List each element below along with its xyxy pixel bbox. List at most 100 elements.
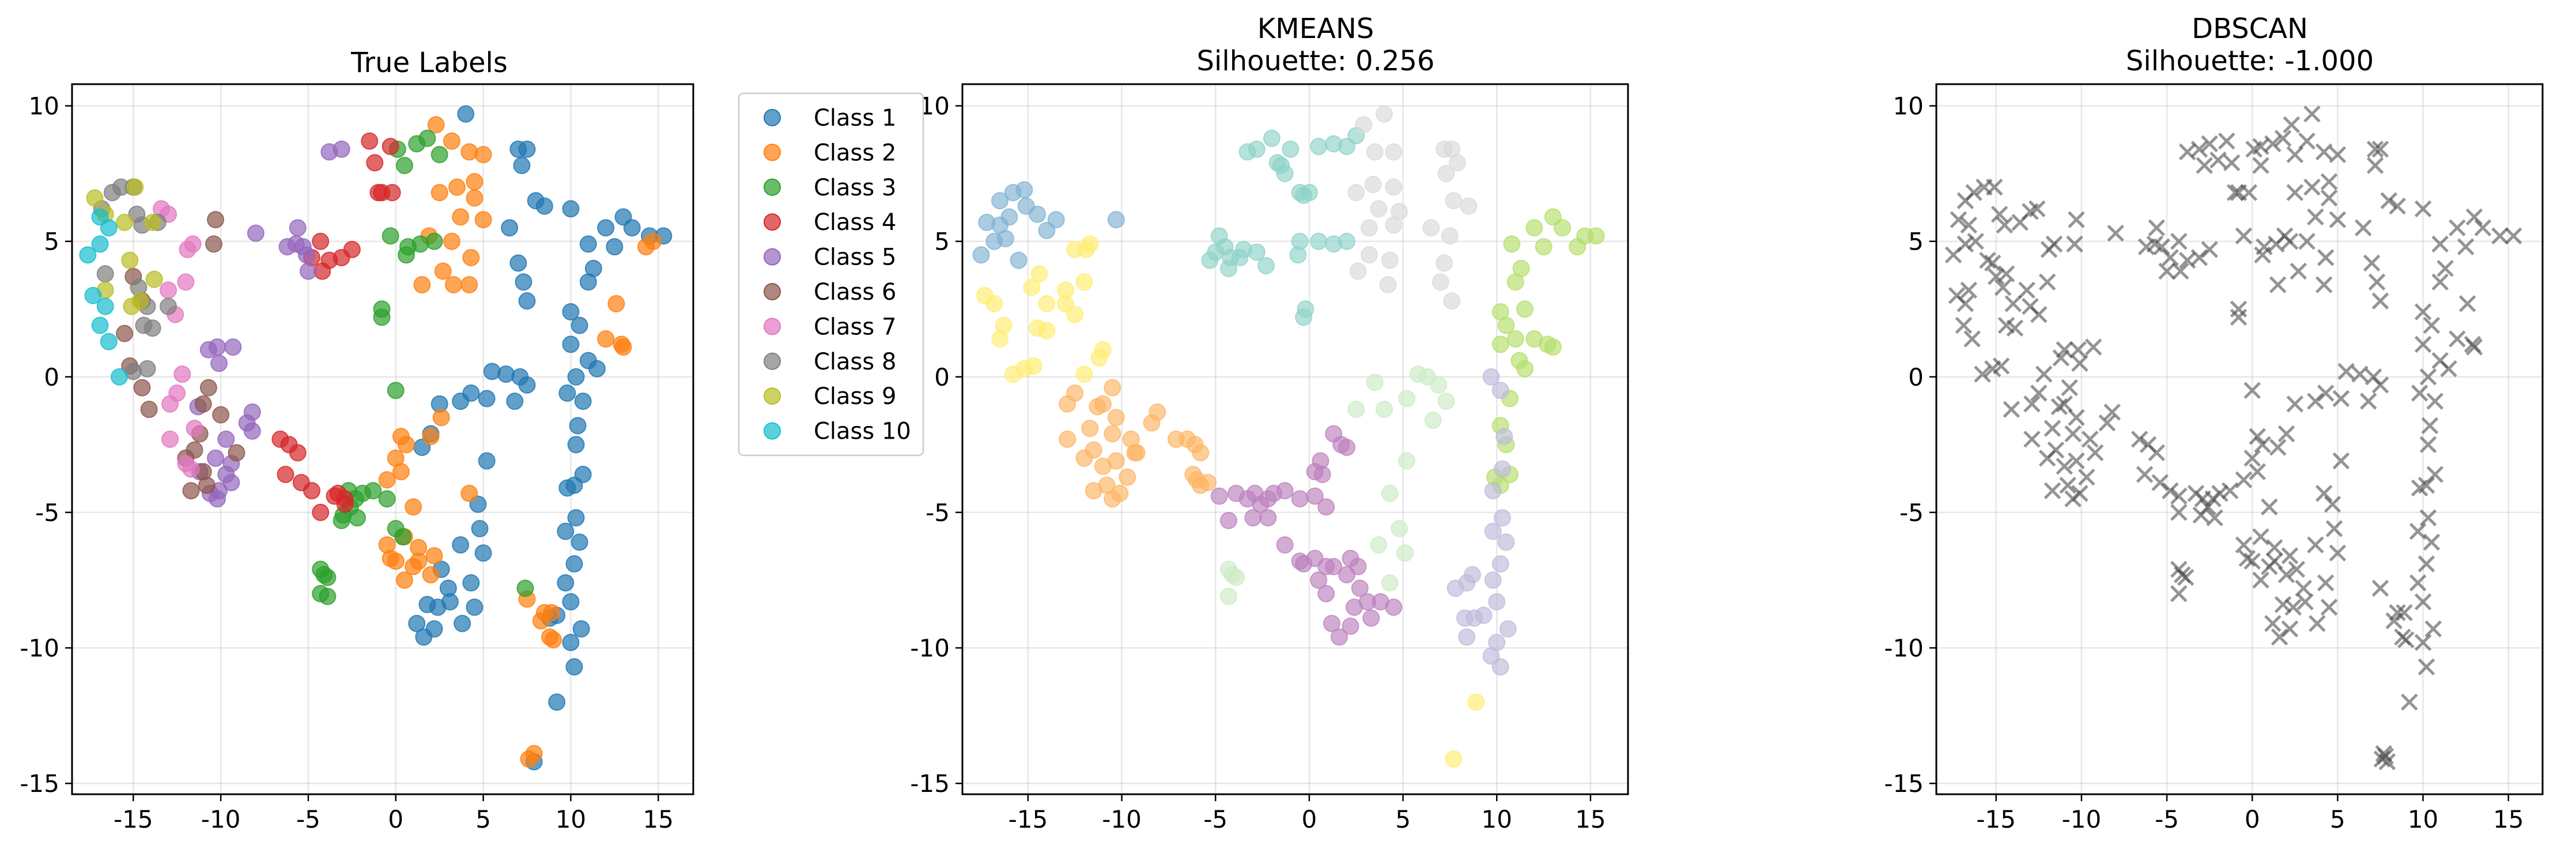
data-point (1094, 395, 1112, 413)
data-point (2414, 200, 2432, 218)
data-point (2107, 224, 2124, 242)
data-point (2192, 506, 2210, 524)
data-point (2457, 238, 2475, 255)
data-point (562, 593, 580, 611)
data-point (2309, 614, 2326, 632)
data-point (2003, 401, 2020, 418)
data-point (2324, 496, 2341, 513)
data-point (2286, 184, 2304, 201)
data-point (474, 544, 492, 562)
data-point (1248, 140, 1266, 158)
x-tick-label: -15 (1009, 805, 1048, 833)
data-point (1491, 335, 1509, 353)
data-point (1104, 490, 1121, 508)
data-point (1491, 382, 1509, 399)
data-point (1494, 509, 1512, 527)
data-point (2426, 393, 2444, 410)
data-point (198, 476, 216, 494)
y-tick-label: 10 (1893, 92, 1924, 120)
legend-marker (764, 283, 781, 300)
data-point (2177, 569, 2194, 586)
data-point (2371, 376, 2389, 394)
data-point (518, 376, 536, 394)
data-point (2264, 135, 2282, 153)
data-point (2254, 246, 2271, 264)
data-point (210, 354, 228, 372)
data-point (2170, 232, 2188, 250)
data-point (2418, 555, 2435, 573)
data-point (392, 463, 410, 481)
data-point (2371, 579, 2389, 597)
x-tick-label: 5 (1395, 805, 1411, 833)
data-point (607, 295, 625, 312)
data-point (2431, 273, 2449, 291)
y-tick-label: 5 (934, 228, 950, 256)
data-point (1220, 259, 1237, 277)
data-point (333, 248, 350, 266)
data-point (212, 406, 230, 424)
data-point (1310, 138, 1328, 156)
data-point (1227, 568, 1245, 586)
y-tick-label: 0 (1908, 363, 1924, 391)
data-point (2201, 241, 2218, 258)
data-point (1351, 579, 1369, 597)
data-point (383, 184, 401, 202)
data-point (1398, 452, 1416, 470)
data-point (2329, 146, 2347, 164)
data-point (2068, 409, 2085, 427)
data-point (138, 360, 156, 378)
data-point (466, 598, 484, 616)
y-tick-label: 5 (1908, 228, 1924, 256)
data-point (91, 316, 109, 334)
data-point (1376, 105, 1393, 123)
series-6 (1059, 379, 1217, 508)
data-point (2038, 450, 2056, 467)
data-point (571, 316, 588, 334)
data-point (2170, 585, 2188, 602)
data-point (1259, 509, 1277, 527)
y-tick-label: -10 (1884, 634, 1924, 662)
data-point (597, 219, 615, 237)
data-point (569, 417, 587, 435)
y-tick-label: 5 (44, 228, 59, 256)
data-point (441, 593, 459, 611)
data-point (430, 146, 448, 164)
data-point (516, 579, 534, 597)
data-point (2458, 295, 2476, 312)
data-point (565, 555, 583, 573)
data-point (2307, 208, 2324, 226)
data-point (205, 235, 222, 253)
data-point (1482, 647, 1500, 665)
data-point (413, 276, 431, 293)
x-tick-label: -10 (1102, 805, 1142, 833)
data-point (1347, 401, 1365, 418)
data-point (86, 189, 104, 207)
x-tick-label: 5 (2330, 805, 2345, 833)
data-point (1482, 368, 1500, 386)
data-point (1128, 444, 1146, 462)
data-point (397, 246, 415, 264)
data-point (1987, 268, 2005, 285)
data-point (194, 395, 212, 413)
data-point (1516, 300, 1534, 318)
data-point (1192, 444, 1210, 462)
data-point (1437, 393, 1455, 410)
data-point (1396, 544, 1414, 562)
data-point (161, 395, 179, 413)
data-point (2317, 574, 2335, 591)
data-point (1361, 246, 1378, 264)
data-point (224, 338, 242, 356)
data-point (1306, 487, 1324, 505)
data-point (2419, 368, 2437, 386)
data-point (543, 603, 561, 621)
data-point (2317, 384, 2335, 402)
data-point (1244, 509, 1262, 527)
data-point (1325, 135, 1343, 153)
data-point (1030, 265, 1048, 283)
data-point (2030, 305, 2048, 323)
data-point (520, 750, 538, 768)
data-point (443, 132, 460, 150)
data-point (2066, 235, 2083, 253)
data-point (1997, 265, 2015, 282)
